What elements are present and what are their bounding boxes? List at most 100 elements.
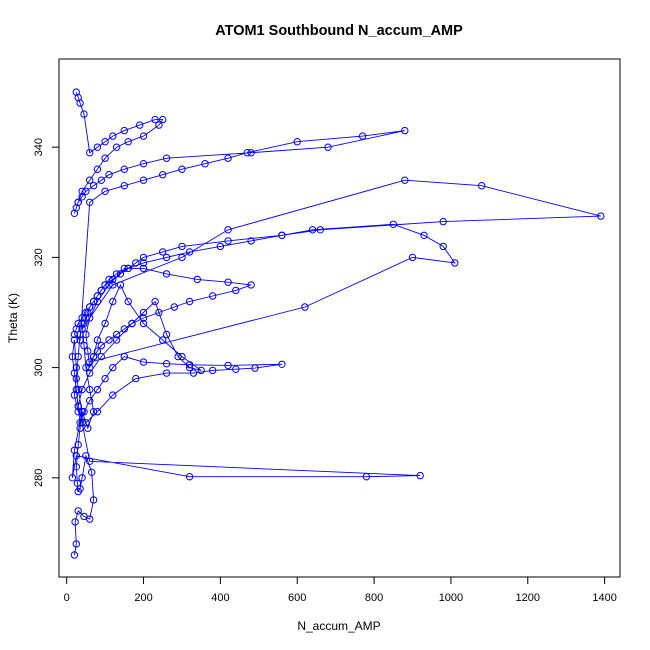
data-point [278, 360, 286, 368]
data-point [439, 242, 447, 251]
data-point [120, 352, 129, 361]
data-point [82, 308, 90, 317]
data-point [101, 154, 109, 162]
data-point [201, 160, 209, 168]
data-point [70, 551, 79, 559]
data-point [80, 341, 88, 350]
data-point [278, 231, 286, 240]
data-point [86, 358, 94, 366]
data-point [189, 369, 198, 377]
data-point [136, 121, 144, 129]
data-point [416, 471, 424, 480]
data-point [74, 408, 82, 416]
data-point [74, 402, 82, 410]
data-point [139, 358, 148, 366]
y-tick-label: 280 [33, 469, 45, 487]
data-point [78, 187, 86, 196]
data-point [216, 242, 225, 251]
x-axis-label: N_accum_AMP [297, 619, 380, 633]
data-point [232, 365, 240, 373]
data-point [139, 264, 148, 273]
data-point [112, 143, 121, 151]
data-point [209, 292, 217, 300]
data-point [93, 165, 102, 173]
data-point [155, 308, 163, 317]
data-point [82, 452, 90, 460]
data-point [109, 363, 117, 372]
data-point [68, 474, 77, 482]
data-point [451, 259, 459, 267]
data-point [178, 253, 186, 262]
data-point [139, 132, 148, 140]
data-point [293, 138, 301, 146]
data-point [74, 198, 82, 207]
data-point [247, 149, 255, 157]
data-point [301, 303, 309, 311]
data-point [139, 160, 148, 168]
data-point [120, 126, 129, 135]
data-point [74, 385, 82, 394]
data-point [86, 457, 94, 465]
data-point [93, 292, 102, 300]
data-point [162, 253, 171, 262]
data-point [420, 231, 428, 240]
data-point [401, 126, 409, 135]
data-point [74, 487, 82, 496]
data-point [224, 278, 232, 286]
data-point [101, 374, 109, 383]
data-point [224, 361, 232, 370]
data-point [93, 336, 102, 344]
data-point [185, 297, 194, 306]
data-point [88, 468, 96, 476]
data-point [178, 352, 186, 361]
data-point [178, 165, 186, 173]
x-tick-label: 600 [288, 592, 306, 604]
data-point [151, 297, 159, 306]
data-point [82, 330, 90, 339]
x-axis: 0 200 400 600 800 1000 1200 1400 [64, 576, 617, 604]
data-point [101, 281, 109, 289]
data-point [74, 352, 82, 361]
x-tick-label: 1200 [516, 592, 540, 604]
data-point [162, 270, 171, 278]
data-point [224, 154, 232, 162]
data-point [72, 88, 81, 96]
data-point [324, 143, 332, 151]
data-point [78, 193, 86, 201]
data-point [362, 473, 371, 481]
data-point [86, 198, 94, 207]
data-point [93, 297, 102, 306]
data-point [132, 374, 140, 383]
data-point [401, 176, 409, 184]
data-point [86, 303, 94, 311]
y-tick-label: 340 [33, 138, 45, 156]
data-point [209, 366, 217, 375]
data-point [439, 217, 447, 226]
data-point [316, 226, 324, 234]
data-point [97, 176, 106, 184]
data-point [78, 419, 86, 427]
data-point [74, 441, 82, 449]
data-point [139, 176, 148, 184]
data-point [105, 336, 113, 344]
data-point [72, 374, 81, 383]
data-point [159, 171, 167, 179]
data-point [224, 237, 232, 245]
data-point [80, 110, 88, 118]
data-point [174, 352, 182, 361]
data-point [86, 515, 94, 523]
data-point [73, 479, 82, 487]
data-point [120, 182, 129, 190]
data-point [89, 352, 98, 361]
data-point [80, 408, 88, 416]
data-point [68, 352, 77, 361]
data-point [197, 366, 205, 375]
data-point [78, 408, 86, 416]
x-tick-label: 1400 [592, 592, 616, 604]
data-point [124, 264, 132, 273]
data-point [93, 408, 102, 416]
data-point [101, 187, 109, 196]
x-tick-label: 1000 [439, 592, 463, 604]
data-point [86, 363, 94, 372]
data-point [478, 182, 486, 190]
